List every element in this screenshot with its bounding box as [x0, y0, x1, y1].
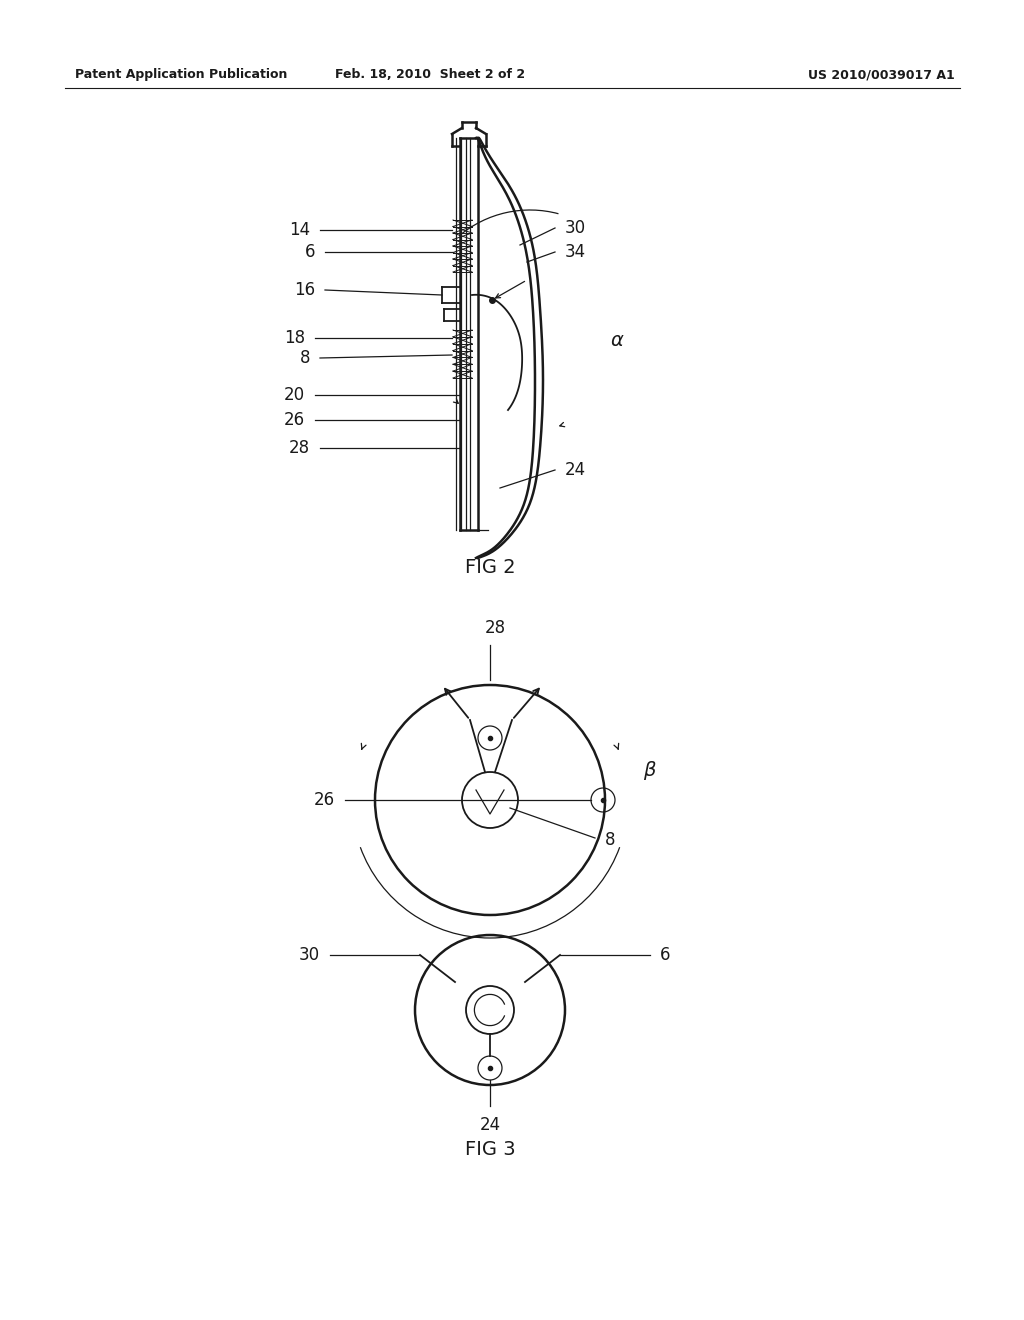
Text: 14: 14	[289, 220, 310, 239]
Text: 30: 30	[299, 946, 319, 964]
Text: Patent Application Publication: Patent Application Publication	[75, 69, 288, 81]
Text: 30: 30	[565, 219, 586, 238]
Text: $\beta$: $\beta$	[643, 759, 656, 781]
Text: FIG 3: FIG 3	[465, 1140, 515, 1159]
Text: 24: 24	[479, 1115, 501, 1134]
Text: 26: 26	[284, 411, 305, 429]
Text: 26: 26	[314, 791, 335, 809]
Text: 6: 6	[660, 946, 671, 964]
Text: 8: 8	[299, 348, 310, 367]
Text: 34: 34	[565, 243, 586, 261]
Text: 28: 28	[289, 440, 310, 457]
Text: 28: 28	[484, 619, 506, 638]
Text: 8: 8	[605, 832, 615, 849]
Text: US 2010/0039017 A1: US 2010/0039017 A1	[808, 69, 955, 81]
Text: 18: 18	[284, 329, 305, 347]
Text: Feb. 18, 2010  Sheet 2 of 2: Feb. 18, 2010 Sheet 2 of 2	[335, 69, 525, 81]
Text: 16: 16	[294, 281, 315, 300]
Text: $\alpha$: $\alpha$	[610, 330, 625, 350]
Text: FIG 2: FIG 2	[465, 558, 515, 577]
Text: 6: 6	[304, 243, 315, 261]
Text: 20: 20	[284, 385, 305, 404]
Text: 24: 24	[565, 461, 586, 479]
